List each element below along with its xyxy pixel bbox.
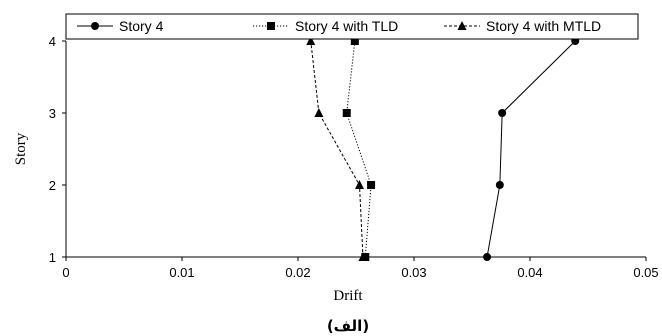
legend-items: Story 4 Story 4 with TLD Story 4 with MTLD	[77, 18, 601, 34]
x-tick-label: 0.02	[285, 265, 310, 280]
legend-marker	[91, 22, 99, 30]
x-tick-label: 0.03	[401, 265, 426, 280]
y-tick-label: 2	[49, 178, 56, 193]
legend-label: Story 4	[119, 18, 164, 34]
series-line	[346, 40, 372, 258]
legend-label: Story 4 with TLD	[295, 18, 398, 34]
data-point	[358, 252, 368, 261]
y-tick-label: 4	[49, 34, 56, 49]
legend-marker	[457, 21, 467, 30]
data-point	[367, 181, 376, 189]
legend-label: Story 4 with MTLD	[486, 18, 601, 34]
series-2	[342, 37, 376, 261]
x-tick-label: 0.04	[517, 265, 542, 280]
y-tick-label: 3	[49, 106, 56, 121]
series-3	[306, 36, 368, 261]
chart-caption: (الف)	[327, 317, 369, 335]
data-point	[342, 109, 351, 117]
y-axis-title: Story	[13, 132, 29, 165]
data-point	[495, 181, 504, 189]
series-line	[486, 40, 576, 258]
data-point	[306, 36, 316, 45]
x-tick-label: 0	[62, 265, 69, 280]
series-1	[483, 37, 580, 261]
x-tick-label: 0.05	[633, 265, 658, 280]
data-point	[483, 253, 492, 261]
x-tick-label: 0.01	[169, 265, 194, 280]
x-axis-title: Drift	[333, 288, 363, 304]
legend-marker	[267, 22, 275, 30]
series-layer	[306, 36, 580, 261]
axis-ticks: 0 0.01 0.02 0.03 0.04 0.05 1 2 3 4	[49, 34, 659, 280]
data-point	[314, 108, 324, 117]
series-line	[310, 40, 364, 258]
legend-box	[65, 13, 639, 40]
data-point	[350, 37, 359, 45]
y-tick-label: 1	[49, 250, 56, 265]
legend: Story 4 Story 4 with TLD Story 4 with MTLD	[65, 13, 639, 40]
data-point	[354, 180, 364, 189]
data-point	[498, 109, 507, 117]
